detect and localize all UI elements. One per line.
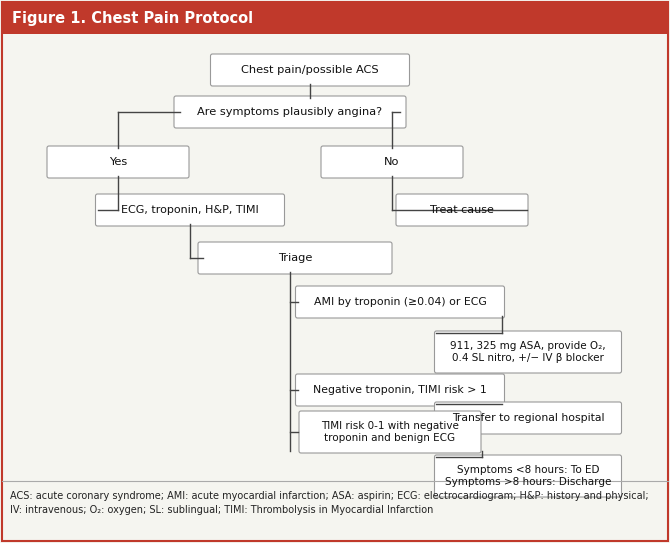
FancyBboxPatch shape xyxy=(299,411,481,453)
Text: No: No xyxy=(385,157,400,167)
Text: Triage: Triage xyxy=(278,253,312,263)
Text: Figure 1. Chest Pain Protocol: Figure 1. Chest Pain Protocol xyxy=(12,10,253,26)
FancyBboxPatch shape xyxy=(210,54,409,86)
FancyBboxPatch shape xyxy=(198,242,392,274)
Text: TIMI risk 0-1 with negative
troponin and benign ECG: TIMI risk 0-1 with negative troponin and… xyxy=(321,421,459,443)
FancyBboxPatch shape xyxy=(295,286,505,318)
FancyBboxPatch shape xyxy=(435,455,622,497)
Text: Are symptoms plausibly angina?: Are symptoms plausibly angina? xyxy=(198,107,383,117)
Text: Treat cause: Treat cause xyxy=(430,205,494,215)
FancyBboxPatch shape xyxy=(435,331,622,373)
Text: Transfer to regional hospital: Transfer to regional hospital xyxy=(452,413,604,423)
Text: AMI by troponin (≥0.04) or ECG: AMI by troponin (≥0.04) or ECG xyxy=(314,297,486,307)
Text: Yes: Yes xyxy=(109,157,127,167)
Text: ACS: acute coronary syndrome; AMI: acute myocardial infarction; ASA: aspirin; EC: ACS: acute coronary syndrome; AMI: acute… xyxy=(10,491,649,515)
FancyBboxPatch shape xyxy=(174,96,406,128)
Text: Symptoms <8 hours: To ED
Symptoms >8 hours: Discharge: Symptoms <8 hours: To ED Symptoms >8 hou… xyxy=(445,465,611,487)
FancyBboxPatch shape xyxy=(396,194,528,226)
FancyBboxPatch shape xyxy=(435,402,622,434)
FancyBboxPatch shape xyxy=(2,2,668,34)
FancyBboxPatch shape xyxy=(295,374,505,406)
Text: Chest pain/possible ACS: Chest pain/possible ACS xyxy=(241,65,379,75)
Text: 911, 325 mg ASA, provide O₂,
0.4 SL nitro, +/− IV β blocker: 911, 325 mg ASA, provide O₂, 0.4 SL nitr… xyxy=(450,341,606,363)
Text: ECG, troponin, H&P, TIMI: ECG, troponin, H&P, TIMI xyxy=(121,205,259,215)
Text: Negative troponin, TIMI risk > 1: Negative troponin, TIMI risk > 1 xyxy=(313,385,487,395)
FancyBboxPatch shape xyxy=(47,146,189,178)
FancyBboxPatch shape xyxy=(321,146,463,178)
FancyBboxPatch shape xyxy=(96,194,285,226)
